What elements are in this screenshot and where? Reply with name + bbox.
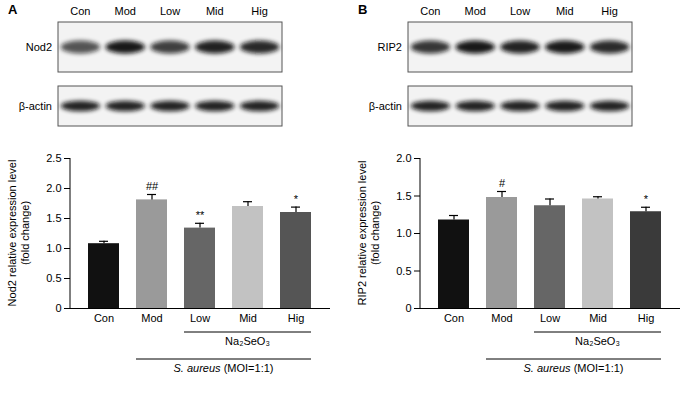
svg-text:Low: Low <box>540 312 560 324</box>
svg-text:1.0: 1.0 <box>396 227 411 239</box>
svg-text:#: # <box>499 177 506 189</box>
svg-text:0.5: 0.5 <box>396 265 411 277</box>
svg-text:Mod: Mod <box>491 312 512 324</box>
svg-text:RIP2 relative expression level: RIP2 relative expression level <box>356 161 368 306</box>
svg-text:Con: Con <box>444 312 464 324</box>
svg-text:*: * <box>644 193 649 205</box>
svg-text:Mod: Mod <box>141 312 162 324</box>
svg-text:Hig: Hig <box>601 5 618 17</box>
svg-text:##: ## <box>146 180 159 192</box>
svg-text:0.5: 0.5 <box>46 272 61 284</box>
svg-text:S. aureus (MOI=1:1): S. aureus (MOI=1:1) <box>174 362 274 374</box>
svg-text:Nod2: Nod2 <box>26 41 52 53</box>
svg-text:**: ** <box>196 209 205 221</box>
svg-text:Con: Con <box>94 312 114 324</box>
svg-text:Mid: Mid <box>556 5 574 17</box>
svg-text:0: 0 <box>55 302 61 314</box>
svg-text:Hig: Hig <box>288 312 305 324</box>
svg-text:Mid: Mid <box>239 312 257 324</box>
svg-text:Hig: Hig <box>638 312 655 324</box>
svg-text:0: 0 <box>405 302 411 314</box>
svg-text:Low: Low <box>510 5 530 17</box>
svg-text:β-actin: β-actin <box>369 100 402 112</box>
svg-text:Na₂SeO₃: Na₂SeO₃ <box>225 335 270 347</box>
svg-text:Con: Con <box>420 5 440 17</box>
svg-text:Na₂SeO₃: Na₂SeO₃ <box>575 335 620 347</box>
svg-text:*: * <box>294 193 299 205</box>
svg-text:1.0: 1.0 <box>46 242 61 254</box>
svg-text:Mod: Mod <box>464 5 485 17</box>
svg-text:Hig: Hig <box>251 5 268 17</box>
svg-text:A: A <box>8 2 18 17</box>
svg-text:β-actin: β-actin <box>19 100 52 112</box>
svg-text:B: B <box>358 2 367 17</box>
svg-text:Mid: Mid <box>589 312 607 324</box>
svg-text:Con: Con <box>70 5 90 17</box>
svg-text:Low: Low <box>190 312 210 324</box>
svg-text:S. aureus (MOI=1:1): S. aureus (MOI=1:1) <box>524 362 624 374</box>
svg-text:Low: Low <box>160 5 180 17</box>
svg-text:(fold change): (fold change) <box>369 201 381 265</box>
svg-text:2.5: 2.5 <box>46 152 61 164</box>
svg-text:1.5: 1.5 <box>396 190 411 202</box>
svg-text:2.0: 2.0 <box>396 152 411 164</box>
svg-text:Mid: Mid <box>206 5 224 17</box>
svg-text:2.0: 2.0 <box>46 182 61 194</box>
svg-text:RIP2: RIP2 <box>378 41 402 53</box>
svg-text:Mod: Mod <box>114 5 135 17</box>
svg-text:1.5: 1.5 <box>46 212 61 224</box>
svg-text:(fold change): (fold change) <box>19 201 31 265</box>
svg-text:Nod2 relative expression level: Nod2 relative expression level <box>6 160 18 307</box>
